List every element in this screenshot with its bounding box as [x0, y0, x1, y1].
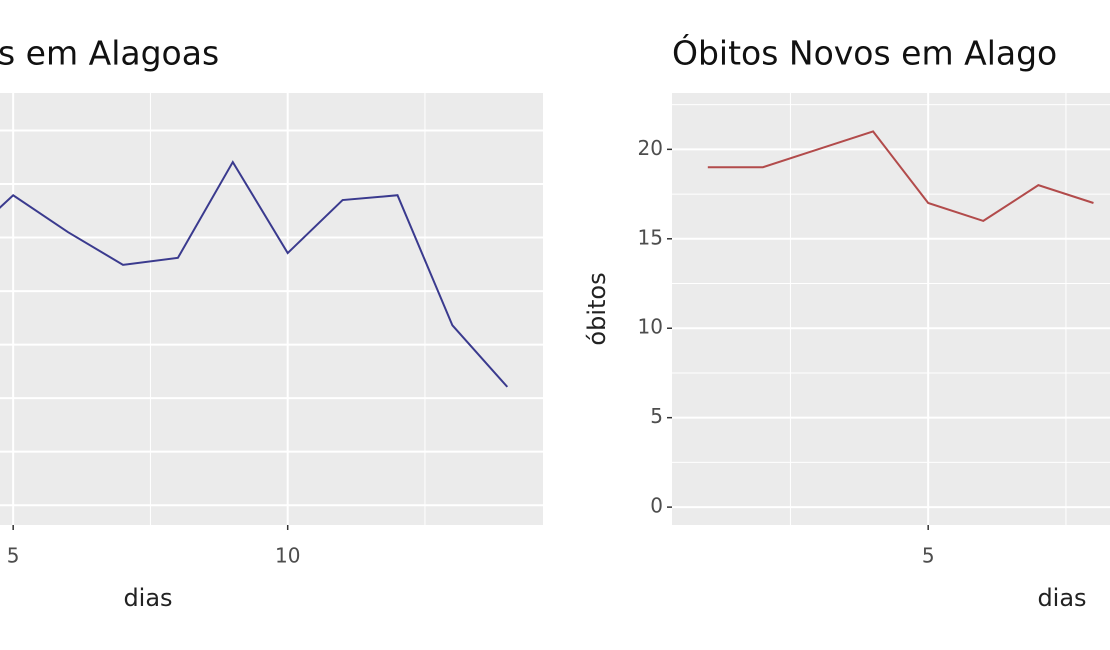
panel [0, 93, 543, 525]
y-axis-title: óbitos [583, 272, 611, 345]
y-tick-label: 20 [638, 136, 663, 160]
x-tick-label: 5 [7, 544, 20, 568]
data-line [0, 160, 509, 388]
chart-title: s em Alagoas [0, 34, 219, 73]
panel [672, 93, 1110, 525]
chart-title: Óbitos Novos em Alago [672, 33, 1057, 73]
y-tick-label: 15 [638, 225, 663, 249]
plot-area [0, 93, 543, 525]
plot-area [672, 93, 1110, 525]
x-axis-title: dias [1037, 584, 1086, 612]
x-axis-title: dias [123, 584, 172, 612]
x-tick-label: 10 [275, 544, 300, 568]
x-tick-label: 5 [922, 544, 935, 568]
data-line [707, 130, 1094, 222]
y-tick-label: 5 [650, 404, 663, 428]
y-tick-label: 10 [638, 315, 663, 339]
y-tick-label: 0 [650, 494, 663, 518]
